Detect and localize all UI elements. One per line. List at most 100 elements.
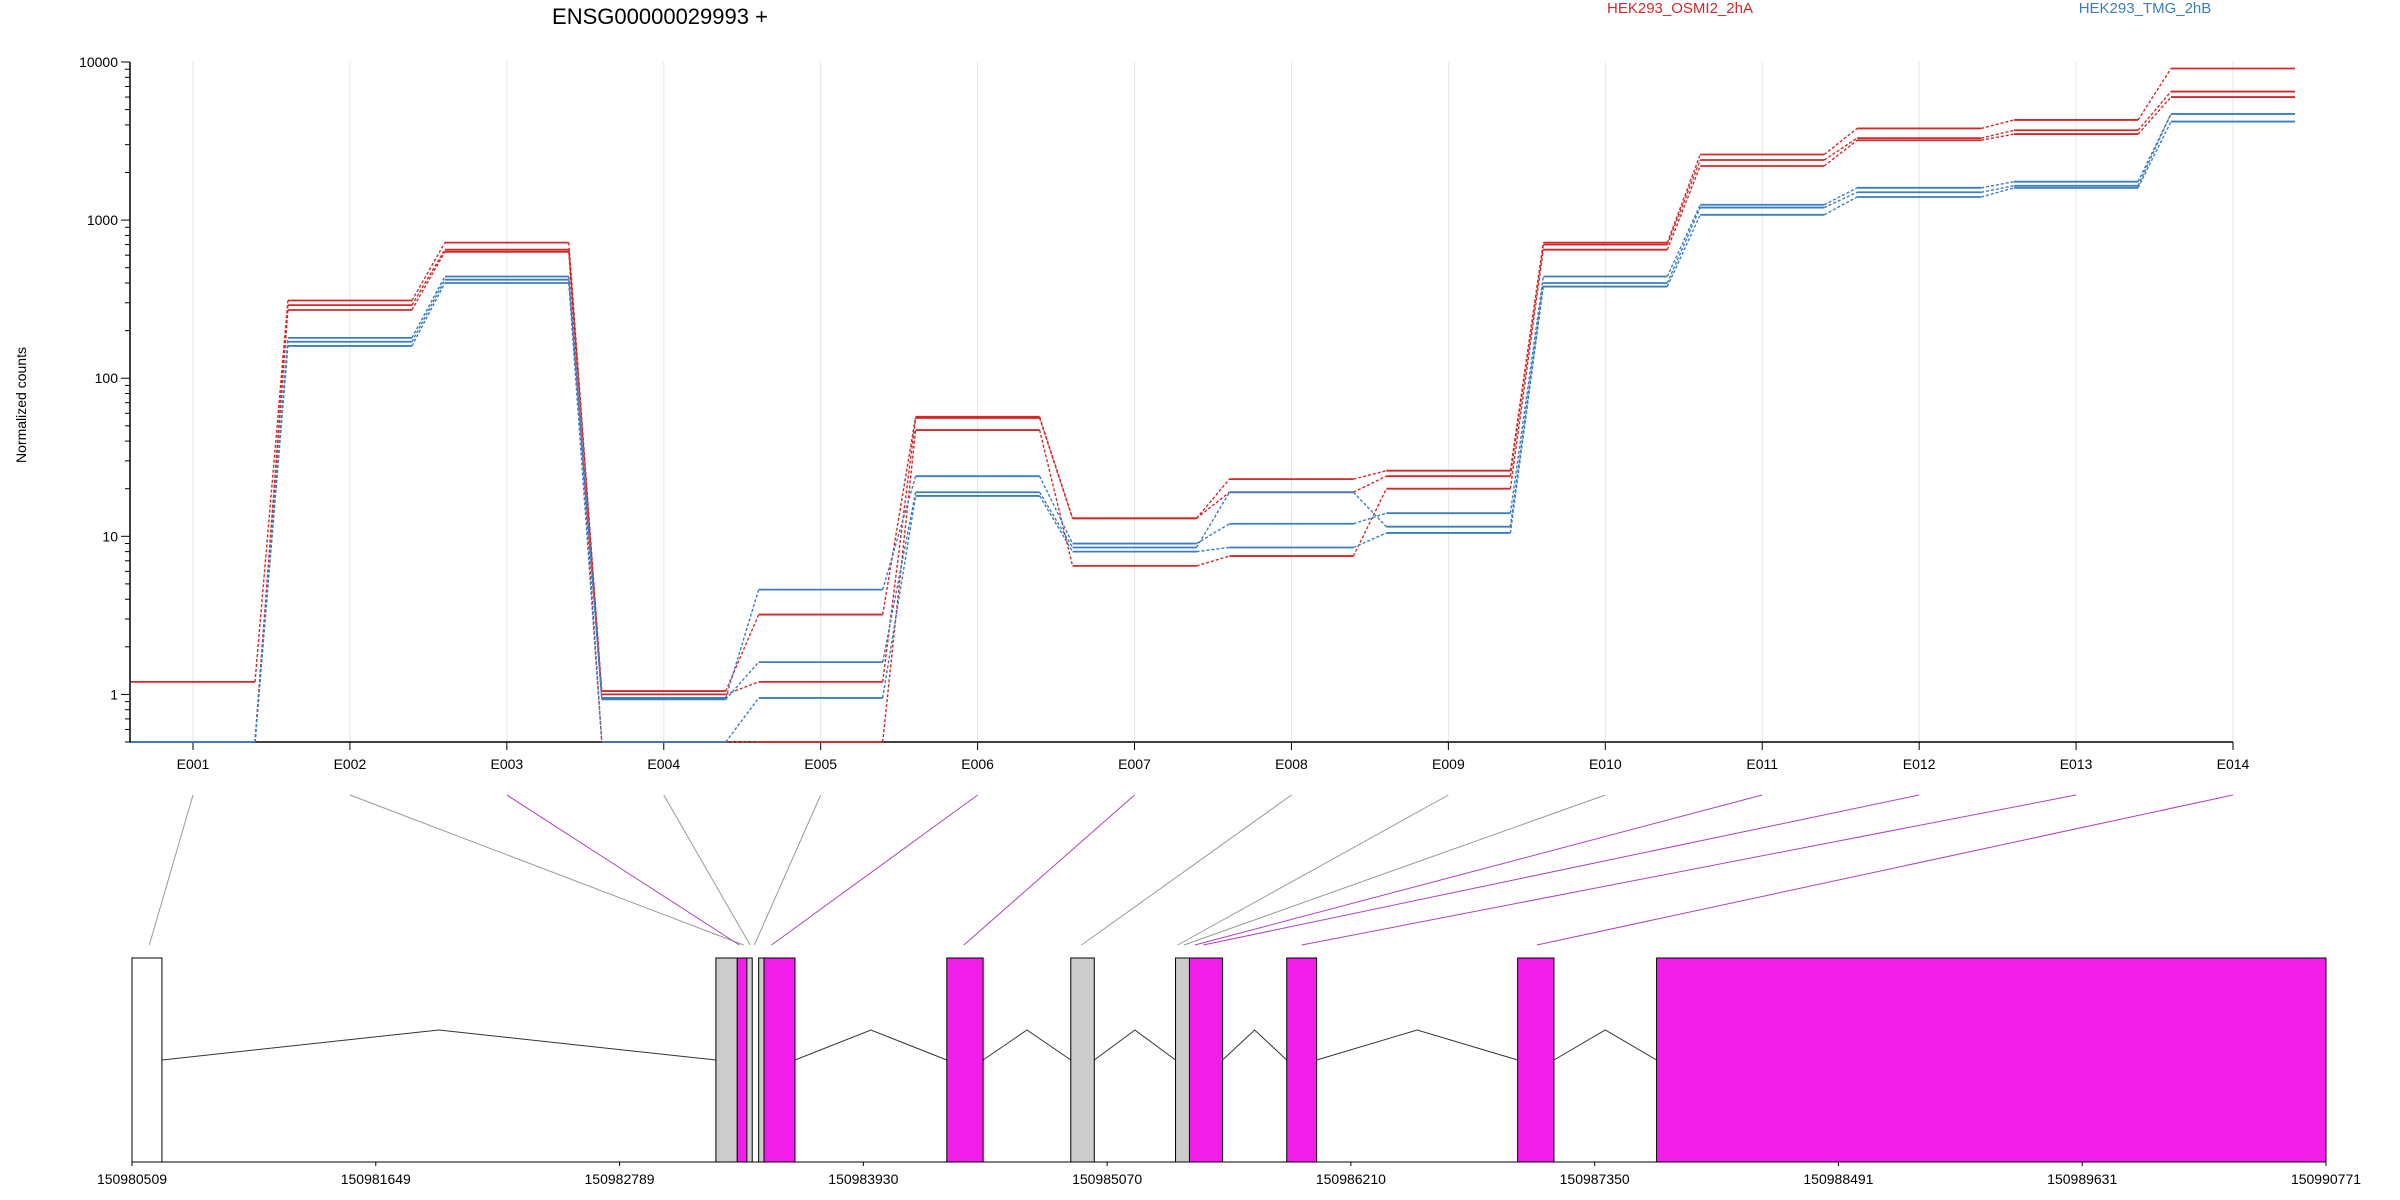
series-connector — [882, 492, 917, 663]
x-tick-label-e011: E011 — [1746, 756, 1778, 772]
series-connector — [254, 300, 289, 682]
series-connector — [1038, 417, 1074, 519]
intron-line — [794, 1029, 947, 1061]
genomic-tick-label: 150990771 — [2291, 1171, 2361, 1187]
series-connector — [725, 661, 760, 700]
exon-box-not-tested — [1175, 957, 1190, 1163]
series-connector — [882, 416, 917, 615]
series-connector — [2137, 113, 2172, 187]
series-connector — [881, 417, 917, 682]
series-connector — [1666, 207, 1701, 284]
series-connector — [411, 276, 446, 339]
genomic-tick-label: 150987350 — [1560, 1171, 1630, 1187]
exon-connector-e013 — [1301, 794, 2077, 946]
exon-connector-e004 — [663, 794, 751, 946]
series-connector — [1823, 187, 1858, 206]
genomic-tick-label: 150982789 — [585, 1171, 655, 1187]
series-connector — [1980, 187, 2015, 198]
exon-box-tested — [1286, 957, 1318, 1163]
genomic-tick-label: 150989631 — [2047, 1171, 2117, 1187]
series-connector — [411, 242, 446, 301]
exon-connectors — [148, 794, 2234, 946]
series-connector — [254, 309, 289, 743]
series-connector — [1666, 154, 1701, 243]
series-connector — [1509, 249, 1545, 489]
series-connector — [2137, 96, 2172, 135]
series-connector — [568, 279, 603, 700]
series-connector — [1823, 127, 1858, 156]
genomic-tick-label: 150985070 — [1072, 1171, 1142, 1187]
series-connector — [1823, 196, 1858, 216]
exon-box-tested — [763, 957, 796, 1163]
series-line-2 — [131, 90, 2295, 743]
exon-connector-e010 — [1183, 794, 1606, 946]
series-connector — [1039, 491, 1074, 548]
exon-connector-e012 — [1203, 794, 1920, 946]
x-tick-label-e014: E014 — [2217, 756, 2250, 772]
series-connector — [882, 495, 917, 699]
series-connector — [411, 249, 446, 306]
exon-connector-e007 — [963, 794, 1135, 946]
grid-lines — [192, 62, 2234, 742]
y-tick-label: 1000 — [87, 212, 118, 228]
y-axis-label: Normalized counts — [13, 347, 29, 463]
series-connector — [1196, 523, 1230, 545]
series-line-4 — [131, 112, 2295, 743]
exon-connector-e009 — [1177, 794, 1449, 946]
series-connector — [1509, 282, 1545, 527]
series-line-5 — [131, 112, 2295, 743]
series-line-6 — [131, 120, 2295, 743]
legend-label-osmi2: HEK293_OSMI2_2hA — [1607, 0, 1753, 17]
exon-box-tested — [1517, 957, 1555, 1163]
x-tick-label-e003: E003 — [490, 756, 523, 772]
genomic-tick-label: 150980509 — [97, 1171, 167, 1187]
series-connector — [1196, 491, 1230, 519]
series-connector — [1981, 180, 2015, 189]
exon-box-tested — [1188, 957, 1224, 1163]
intron-line — [1222, 1029, 1288, 1061]
x-tick-label-e007: E007 — [1118, 756, 1151, 772]
series-connector — [882, 475, 917, 590]
y-tick-label: 1 — [110, 686, 118, 702]
exon-connector-e008 — [1081, 794, 1292, 946]
series-connector — [1823, 139, 1858, 167]
x-tick-label-e013: E013 — [2060, 756, 2093, 772]
series-connector — [1666, 204, 1701, 277]
series-connector — [1195, 491, 1231, 548]
exon-connector-e002 — [349, 794, 744, 946]
series-connector — [1352, 491, 1387, 528]
series-connector — [1196, 546, 1230, 553]
x-tick-label-e001: E001 — [177, 756, 210, 772]
x-tick-label-e008: E008 — [1275, 756, 1308, 772]
series-connector — [881, 429, 917, 743]
intron-line — [161, 1029, 716, 1061]
exon-connector-e006 — [771, 794, 978, 946]
y-tick-label: 10 — [102, 528, 118, 544]
intron-line — [1094, 1029, 1176, 1061]
series-connector — [1981, 133, 2015, 141]
series-connector — [725, 589, 760, 699]
series-connector — [1823, 137, 1858, 161]
series-connector — [1353, 512, 1387, 525]
series-connector — [1666, 165, 1701, 250]
genomic-tick-label: 150981649 — [341, 1171, 411, 1187]
exon-connector-e011 — [1194, 794, 1763, 946]
series-connector — [1509, 244, 1545, 477]
series-line-1 — [131, 67, 2295, 692]
x-tick-label-e010: E010 — [1589, 756, 1622, 772]
series-connector — [1196, 478, 1230, 519]
series-connector — [2137, 121, 2172, 189]
exon-box-tested — [1656, 957, 2327, 1163]
exon-box-tested — [946, 957, 984, 1163]
series-connector — [725, 681, 759, 696]
series-connector — [2137, 68, 2172, 121]
exon-connector-e005 — [753, 794, 822, 946]
series-connector — [1980, 119, 2015, 130]
genomic-axis: 150980509 150981649 150982789 150983930 1509… — [97, 1161, 2361, 1187]
exon-box-not-tested — [746, 957, 753, 1163]
x-tick-label-e006: E006 — [961, 756, 994, 772]
series-connector — [411, 251, 446, 311]
series-connector — [1823, 191, 1858, 209]
exon-box-utr — [131, 957, 163, 1163]
series-connector — [1666, 214, 1701, 287]
